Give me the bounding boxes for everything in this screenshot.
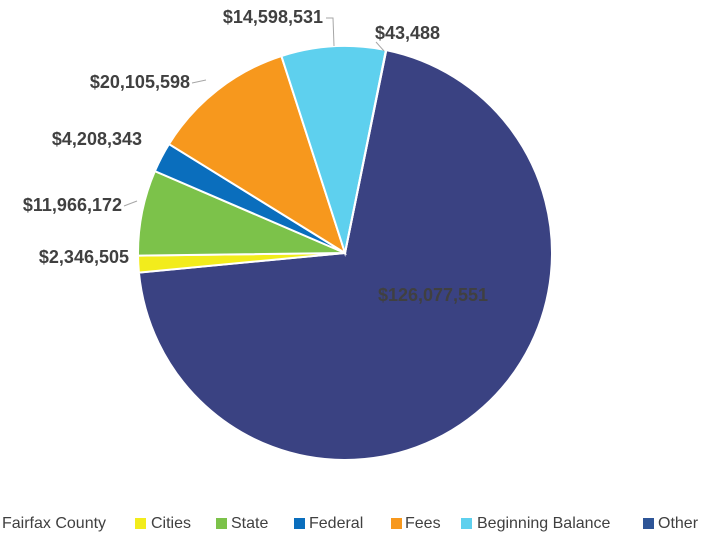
legend-label: Cities: [151, 515, 191, 532]
data-label: $14,598,531: [223, 7, 323, 27]
legend-swatch: [294, 518, 305, 529]
legend-swatch: [461, 518, 472, 529]
legend-swatch: [135, 518, 146, 529]
legend-label: Fairfax County: [2, 515, 106, 532]
legend-swatch: [216, 518, 227, 529]
legend-label: Other: [658, 515, 699, 532]
leader-line: [375, 41, 385, 52]
legend-label: Fees: [405, 515, 441, 532]
legend-label: Federal: [309, 515, 363, 532]
legend-label: Beginning Balance: [477, 515, 611, 532]
leader-line: [123, 200, 138, 207]
data-label: $20,105,598: [90, 72, 190, 92]
leader-line: [326, 17, 335, 47]
pie-slice: [280, 45, 388, 257]
data-label: $2,346,505: [39, 247, 129, 267]
data-label: $4,208,343: [52, 129, 142, 149]
pie-slice: [344, 48, 388, 254]
data-label: $126,077,551: [378, 285, 488, 305]
legend-swatch: [391, 518, 402, 529]
leader-line: [191, 79, 207, 84]
legend-swatch: [643, 518, 654, 529]
legend-label: State: [231, 515, 268, 532]
data-label: $11,966,172: [23, 195, 122, 215]
pie-slice: [167, 54, 347, 256]
data-label: $43,488: [375, 23, 440, 43]
